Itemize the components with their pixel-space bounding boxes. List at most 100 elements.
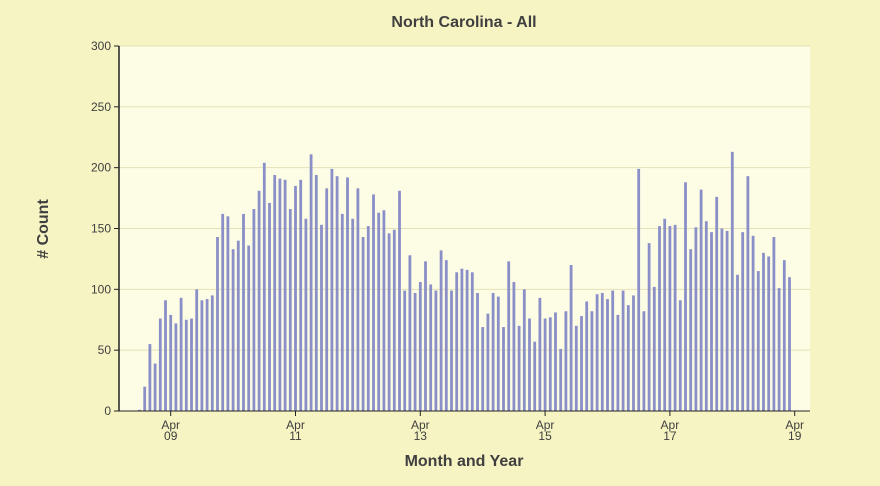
bar	[190, 318, 193, 411]
bar	[439, 250, 443, 411]
x-tick-year-label: 17	[663, 429, 677, 443]
bar	[590, 311, 594, 411]
bar	[444, 260, 448, 411]
bar	[418, 282, 422, 411]
bar	[533, 341, 537, 411]
bar	[788, 277, 791, 411]
bar	[335, 176, 339, 411]
bar	[294, 185, 297, 411]
bar	[741, 232, 745, 411]
bar	[600, 292, 604, 411]
bar	[372, 194, 375, 411]
bar	[408, 255, 412, 411]
bar	[366, 226, 370, 411]
bar	[398, 190, 401, 411]
bar	[210, 295, 214, 411]
bar	[257, 190, 261, 411]
bar	[715, 196, 719, 411]
bar	[756, 271, 760, 411]
bar	[205, 299, 209, 411]
bar	[450, 290, 453, 411]
bar	[314, 174, 318, 411]
bar	[699, 189, 703, 411]
bar	[262, 162, 266, 411]
x-tick-month-label: Apr	[161, 418, 180, 432]
bar	[221, 213, 225, 411]
bar	[580, 316, 583, 411]
bar	[725, 230, 729, 411]
bar	[767, 256, 771, 411]
bar	[143, 386, 147, 411]
bar	[642, 311, 646, 411]
y-tick-label: 100	[91, 282, 111, 296]
bar	[538, 297, 542, 411]
bar	[777, 288, 781, 411]
bar	[403, 290, 407, 411]
bar	[273, 174, 277, 411]
bar	[652, 286, 656, 411]
bar	[684, 182, 687, 411]
bar	[704, 221, 708, 411]
bar	[429, 284, 433, 411]
bar	[174, 323, 178, 411]
bar	[377, 212, 381, 411]
bar	[138, 409, 141, 411]
bar	[470, 272, 474, 411]
bar	[382, 210, 386, 411]
bar	[751, 235, 755, 411]
bar	[283, 179, 287, 411]
x-tick-year-label: 19	[788, 429, 802, 443]
bar	[512, 282, 516, 411]
bar	[179, 297, 183, 411]
bar	[158, 318, 162, 411]
bar	[476, 292, 479, 411]
bar	[569, 265, 573, 411]
bar	[184, 319, 188, 411]
bar	[632, 295, 635, 411]
bar	[434, 290, 438, 411]
bar	[169, 314, 173, 411]
bar	[736, 274, 739, 411]
bar	[460, 268, 464, 411]
bar	[595, 294, 599, 411]
bar	[320, 224, 323, 411]
bar	[465, 269, 469, 411]
bar	[278, 178, 282, 411]
bar	[554, 312, 557, 411]
bar	[216, 237, 219, 411]
chart-title: North Carolina - All	[391, 14, 536, 31]
bar	[392, 229, 396, 411]
bar	[694, 227, 698, 411]
bar	[236, 240, 240, 411]
bar	[325, 188, 329, 411]
bar	[387, 233, 391, 411]
bar	[710, 232, 713, 411]
x-tick-month-label: Apr	[536, 418, 555, 432]
bar	[346, 177, 349, 411]
bar	[673, 224, 677, 411]
bar	[413, 292, 417, 411]
bar	[507, 261, 511, 411]
bar	[559, 348, 563, 411]
bar	[730, 151, 734, 411]
y-tick-label: 0	[104, 404, 111, 418]
bar	[585, 301, 589, 411]
bar	[486, 313, 490, 411]
bar	[299, 179, 303, 411]
bar	[689, 249, 693, 411]
bar	[658, 226, 661, 411]
bar	[616, 314, 620, 411]
bar	[153, 363, 157, 411]
bar	[647, 243, 651, 411]
bar	[528, 318, 531, 411]
x-tick-month-label: Apr	[661, 418, 680, 432]
y-tick-label: 150	[91, 222, 111, 236]
bar	[351, 218, 355, 411]
bar	[164, 300, 167, 411]
bar	[762, 252, 765, 411]
x-tick-year-label: 13	[414, 429, 428, 443]
bar	[247, 245, 251, 411]
bar	[782, 260, 786, 411]
